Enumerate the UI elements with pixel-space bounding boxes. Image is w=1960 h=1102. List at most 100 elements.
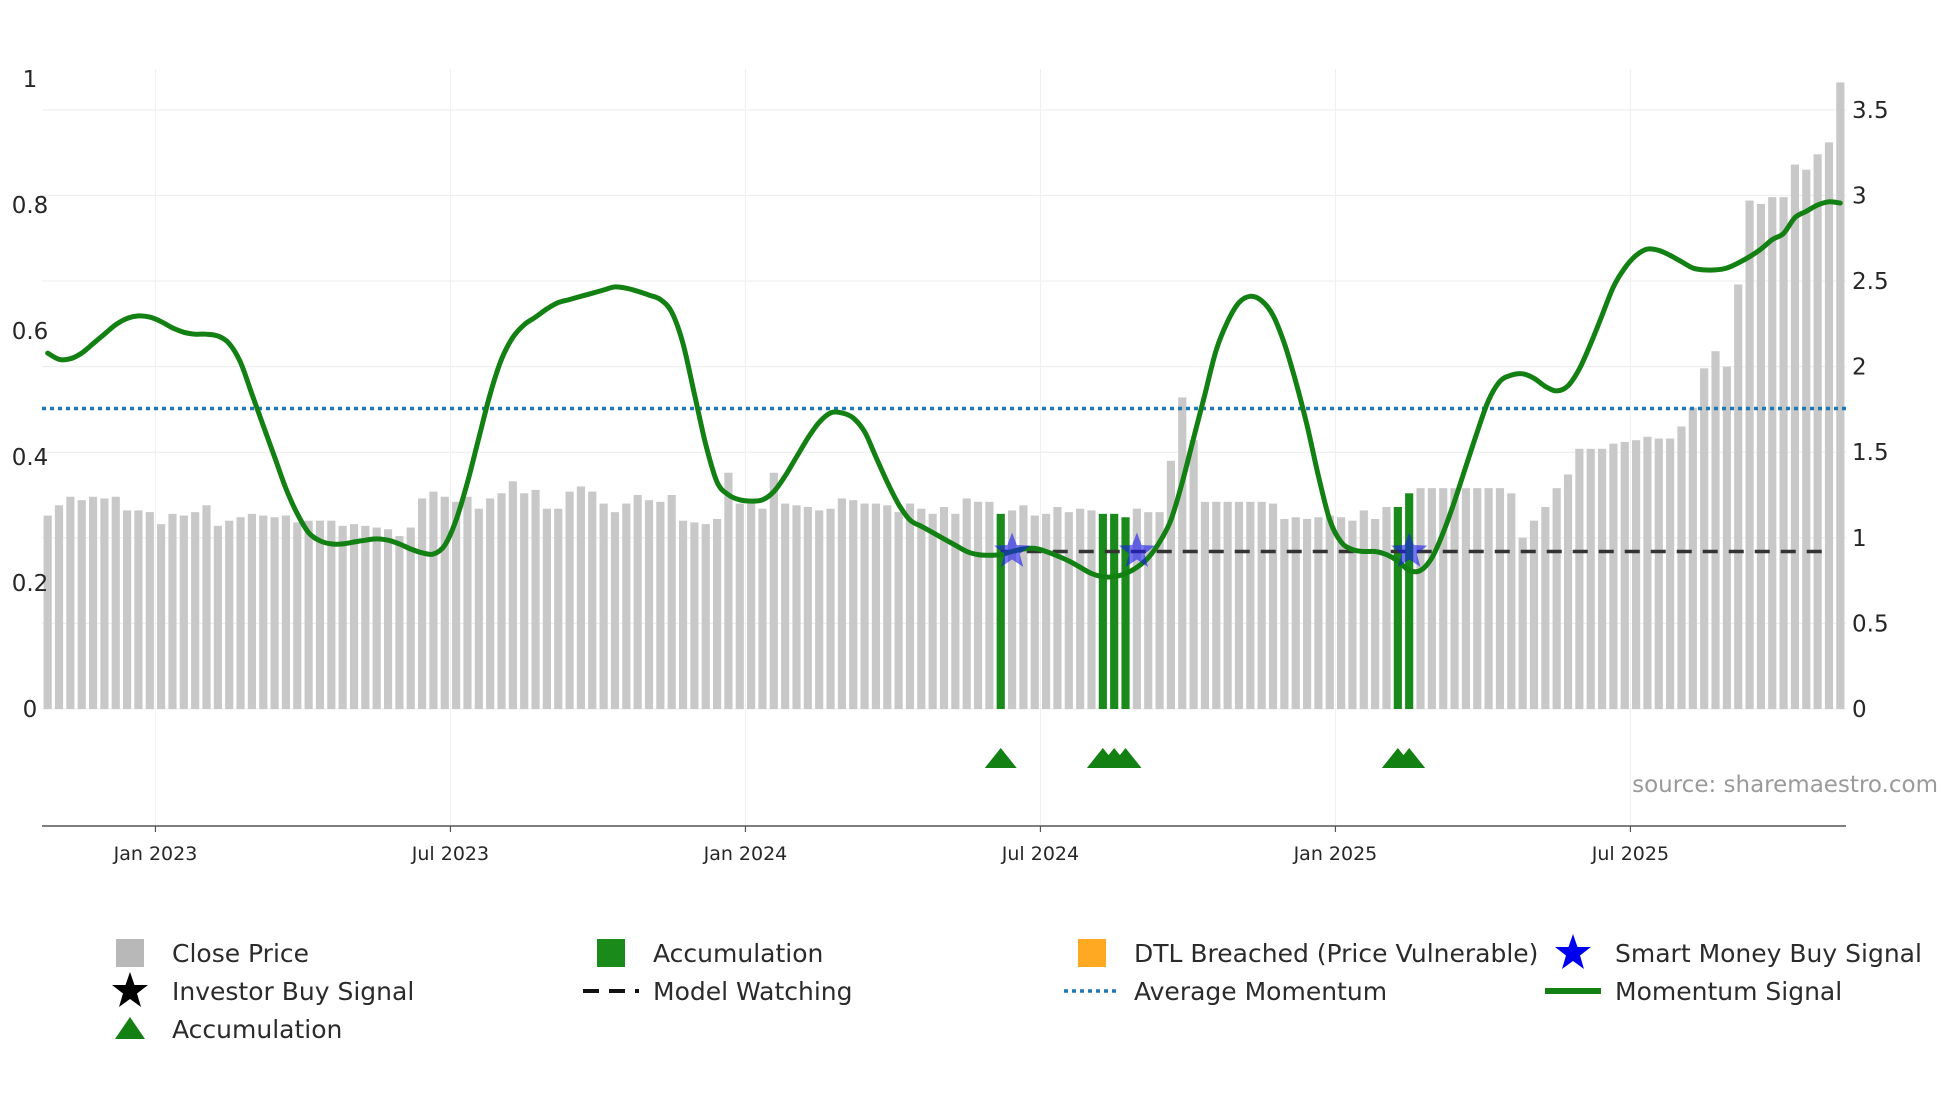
close-price-bar	[508, 481, 517, 709]
close-price-bar	[1019, 505, 1028, 709]
close-price-bar	[905, 503, 915, 709]
close-price-bar	[1076, 508, 1085, 709]
accumulation-bar	[1110, 513, 1119, 709]
close-price-bar	[1518, 537, 1527, 709]
right-tick-label: 3	[1852, 183, 1867, 209]
accumulation-bar	[1121, 517, 1130, 709]
right-tick-label: 0.5	[1852, 611, 1889, 637]
close-price-bar	[724, 472, 733, 709]
close-price-bar	[1042, 513, 1051, 709]
close-price-bar	[179, 515, 188, 709]
close-price-bar	[406, 527, 415, 709]
close-price-bar	[1053, 506, 1062, 709]
smart-money-star-icon	[994, 532, 1031, 567]
close-price-bar	[1507, 493, 1516, 709]
close-price-bar	[781, 503, 790, 709]
close-price-bar	[1337, 517, 1346, 709]
x-tick-label: Jan 2024	[703, 843, 788, 865]
source-note: source: sharemaestro.com	[1632, 772, 1938, 798]
close-price-bar	[191, 512, 200, 710]
close-price-bar	[1722, 366, 1731, 709]
x-tick-label: Jan 2023	[113, 843, 198, 865]
close-price-bar	[1439, 488, 1448, 709]
accumulation-bar	[1098, 513, 1107, 709]
close-price-bar	[610, 512, 620, 710]
right-tick-label: 0	[1852, 697, 1867, 723]
close-price-bars	[43, 82, 1845, 710]
left-tick-label: 0.4	[12, 445, 49, 471]
close-price-bar	[1155, 512, 1164, 710]
close-price-bar	[735, 503, 744, 709]
close-price-bar	[939, 506, 949, 709]
x-tick-label: Jul 2023	[411, 843, 489, 865]
close-price-bar	[440, 496, 449, 709]
close-price-bar	[701, 524, 710, 709]
close-price-bar	[327, 520, 336, 709]
close-price-bar	[1654, 438, 1663, 709]
close-price-bar	[1325, 515, 1334, 709]
close-price-bar	[1745, 200, 1754, 710]
close-price-bar	[1484, 488, 1493, 709]
close-price-bar	[1643, 436, 1652, 709]
gridlines	[42, 69, 1846, 826]
close-price-bar	[1666, 438, 1675, 709]
close-price-bar	[1688, 407, 1697, 709]
close-price-bar	[576, 486, 586, 709]
close-price-bar	[202, 505, 211, 709]
close-price-bar	[667, 495, 676, 709]
close-price-bar	[1450, 488, 1459, 709]
close-price-bar	[54, 505, 64, 709]
close-price-bar	[372, 527, 381, 709]
close-price-bar	[554, 508, 563, 709]
close-price-bar	[1291, 517, 1300, 709]
close-price-bar	[1597, 448, 1607, 709]
close-price-bar	[1371, 518, 1380, 709]
accumulation-triangle-icon	[984, 748, 1017, 768]
close-price-bar	[349, 524, 359, 709]
close-price-bar	[815, 510, 824, 709]
right-tick-label: 2	[1852, 355, 1867, 381]
close-price-bar	[1280, 518, 1289, 709]
close-price-bar	[1586, 448, 1595, 709]
close-price-bar	[1813, 154, 1822, 709]
close-price-bar	[531, 489, 540, 709]
close-price-bar	[1563, 474, 1573, 709]
close-price-bar	[962, 498, 971, 709]
close-price-bar	[1223, 501, 1232, 709]
close-price-bar	[1359, 510, 1368, 709]
close-price-bar	[247, 513, 256, 709]
close-price-bar	[565, 491, 574, 709]
close-price-bar	[860, 503, 869, 709]
close-price-bar	[1552, 488, 1561, 709]
close-price-bar	[1609, 443, 1618, 709]
close-price-bar	[871, 503, 881, 709]
close-price-bar	[769, 472, 778, 709]
close-price-bar	[1302, 518, 1312, 709]
close-price-bar	[429, 491, 438, 709]
close-price-bar	[894, 512, 903, 710]
close-price-bar	[1348, 520, 1357, 709]
x-axis-ticks: Jan 2023 Jul 2023 Jan 2024 Jul 2024 Jan 2025…	[113, 826, 1669, 865]
x-tick-label: Jul 2025	[1591, 843, 1669, 865]
close-price-bar	[803, 506, 812, 709]
close-price-bar	[1416, 488, 1425, 709]
momentum-signal-line	[45, 199, 1843, 580]
close-price-bar	[1779, 197, 1788, 710]
close-price-bar	[88, 496, 98, 709]
right-axis-ticks: 0 0.5 1 1.5 2 2.5 3 3.5	[1852, 98, 1889, 723]
close-price-bar	[1382, 506, 1391, 709]
close-price-bar	[225, 520, 234, 709]
smart-money-stars	[994, 532, 1428, 567]
close-price-bar	[1200, 501, 1210, 709]
accumulation-bar	[1393, 506, 1402, 709]
close-price-bar	[883, 505, 892, 709]
close-price-bar	[315, 520, 325, 709]
close-price-bar	[678, 520, 688, 709]
close-price-bar	[418, 498, 427, 709]
accumulation-triangles	[984, 748, 1426, 768]
close-price-bar	[259, 515, 268, 709]
close-price-bar	[1620, 441, 1629, 709]
close-price-bar	[1166, 460, 1175, 709]
close-price-bar	[633, 495, 642, 709]
